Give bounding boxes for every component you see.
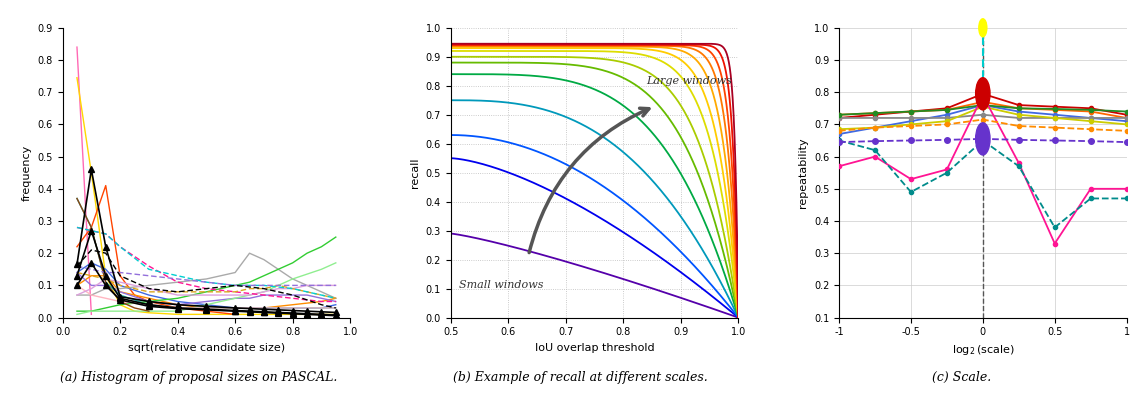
Circle shape (981, 21, 984, 29)
Circle shape (979, 84, 987, 102)
Text: Small windows: Small windows (460, 280, 544, 290)
X-axis label: IoU overlap threshold: IoU overlap threshold (535, 343, 654, 353)
Circle shape (976, 80, 989, 107)
Y-axis label: repeatability: repeatability (799, 137, 808, 208)
Circle shape (975, 78, 990, 110)
X-axis label: $\log_2$(scale): $\log_2$(scale) (951, 343, 1014, 357)
Text: Large windows: Large windows (646, 76, 732, 86)
X-axis label: sqrt(relative candidate size): sqrt(relative candidate size) (127, 343, 284, 353)
Circle shape (982, 22, 984, 27)
Circle shape (975, 123, 990, 155)
Circle shape (980, 85, 986, 99)
Text: (a) Histogram of proposal sizes on PASCAL.: (a) Histogram of proposal sizes on PASCA… (60, 371, 338, 384)
Text: (b) Example of recall at different scales.: (b) Example of recall at different scale… (453, 371, 708, 384)
Y-axis label: frequency: frequency (22, 145, 32, 201)
Circle shape (978, 82, 988, 104)
Circle shape (981, 87, 986, 97)
Circle shape (979, 19, 987, 37)
Circle shape (980, 20, 986, 34)
Text: (c) Scale.: (c) Scale. (932, 371, 991, 384)
Y-axis label: recall: recall (410, 158, 420, 188)
Circle shape (980, 20, 986, 32)
Circle shape (981, 21, 984, 30)
